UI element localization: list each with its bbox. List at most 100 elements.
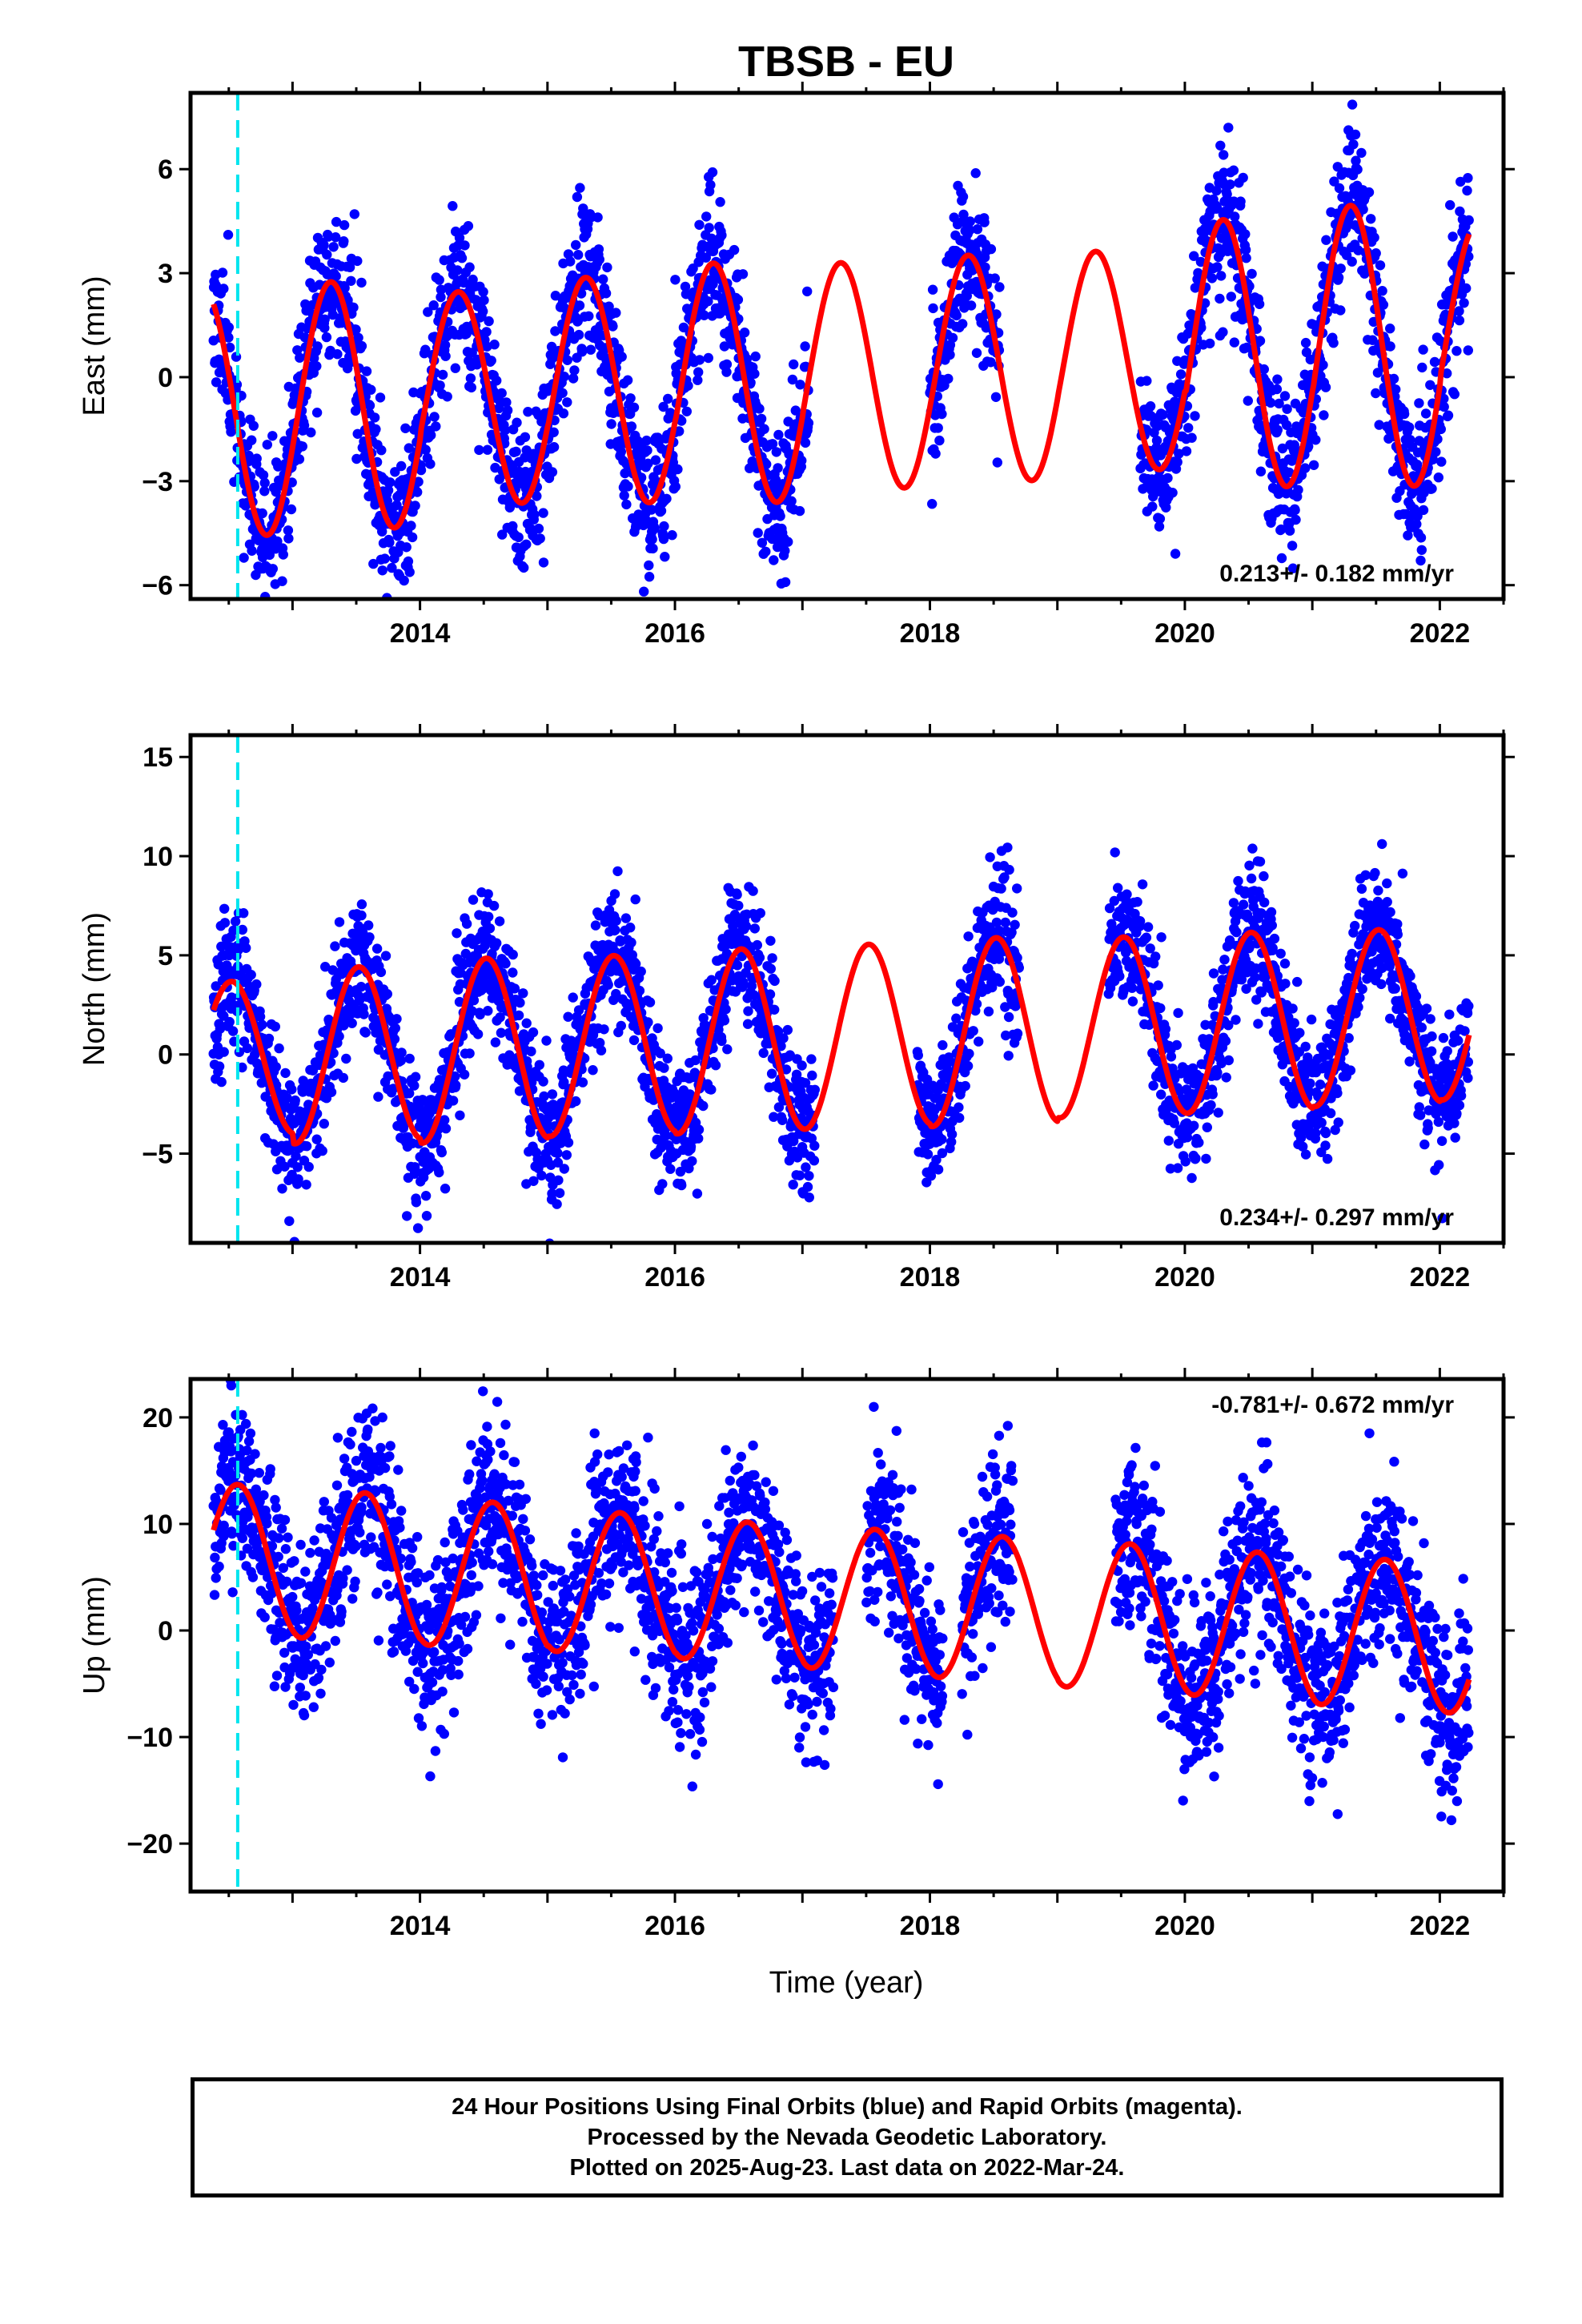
data-point xyxy=(264,549,275,561)
data-point xyxy=(1181,446,1192,456)
data-point xyxy=(677,1180,687,1191)
data-point xyxy=(991,917,1002,928)
data-point xyxy=(219,283,229,294)
data-point xyxy=(259,486,270,497)
data-point xyxy=(752,939,762,951)
data-point xyxy=(508,949,518,960)
data-point xyxy=(437,369,448,380)
data-point xyxy=(255,1011,266,1022)
data-point xyxy=(787,374,798,385)
data-point xyxy=(1163,1136,1174,1146)
data-point xyxy=(983,1006,994,1017)
data-point xyxy=(741,921,752,931)
data-point xyxy=(1145,401,1156,412)
data-point xyxy=(319,239,329,250)
data-point xyxy=(472,1029,484,1039)
data-point xyxy=(1218,964,1228,975)
data-point xyxy=(239,553,249,563)
data-point xyxy=(1318,360,1328,370)
data-point xyxy=(604,301,614,312)
data-point xyxy=(643,458,653,468)
data-point xyxy=(311,361,322,372)
data-point xyxy=(985,852,995,862)
data-point xyxy=(1281,420,1292,430)
data-point xyxy=(1329,176,1339,187)
data-point xyxy=(765,935,776,947)
data-point xyxy=(646,505,656,515)
data-point xyxy=(611,988,621,999)
data-point xyxy=(717,1035,727,1047)
data-point xyxy=(330,941,340,951)
data-point xyxy=(259,477,270,489)
data-point xyxy=(1272,374,1283,384)
data-point xyxy=(1271,384,1283,395)
data-point xyxy=(260,1092,271,1102)
data-point xyxy=(412,487,423,497)
data-point xyxy=(431,421,441,432)
data-point xyxy=(1004,864,1014,875)
data-point xyxy=(675,1166,686,1177)
data-point xyxy=(627,950,637,960)
data-point xyxy=(574,300,585,311)
data-point xyxy=(552,1148,563,1159)
data-point xyxy=(733,295,744,305)
data-point xyxy=(937,1134,947,1145)
data-point xyxy=(1228,165,1239,175)
data-point xyxy=(596,1045,607,1055)
data-point xyxy=(699,310,709,320)
data-point xyxy=(994,282,1005,292)
data-point xyxy=(1127,996,1138,1007)
data-point xyxy=(352,255,363,267)
data-point xyxy=(1265,397,1276,408)
data-point xyxy=(363,920,374,931)
data-point xyxy=(455,1110,465,1121)
data-point xyxy=(481,327,492,337)
data-point xyxy=(1435,424,1447,435)
data-point xyxy=(1247,268,1257,279)
data-point xyxy=(1113,883,1123,893)
data-point xyxy=(1156,1089,1166,1100)
data-point xyxy=(1231,927,1242,938)
data-point xyxy=(489,340,500,350)
data-point xyxy=(958,319,968,329)
data-point xyxy=(258,470,269,480)
data-point xyxy=(352,428,363,439)
data-point xyxy=(946,1129,958,1140)
data-point xyxy=(396,460,407,472)
data-point xyxy=(1189,251,1199,261)
data-point xyxy=(928,303,938,314)
data-point xyxy=(777,1115,788,1126)
data-point xyxy=(442,392,452,402)
data-point xyxy=(1351,155,1361,166)
data-point xyxy=(547,1089,558,1100)
data-point xyxy=(719,1015,730,1026)
data-point xyxy=(1110,847,1120,858)
data-point xyxy=(1003,1051,1014,1061)
data-point xyxy=(1371,248,1381,259)
data-point xyxy=(781,1064,792,1075)
data-point xyxy=(219,1047,229,1057)
data-point xyxy=(283,533,294,544)
data-point xyxy=(223,322,234,332)
data-point xyxy=(986,243,997,255)
data-point xyxy=(1215,293,1225,304)
data-point xyxy=(500,959,511,969)
data-point xyxy=(216,1076,227,1088)
data-point xyxy=(404,1053,415,1064)
data-point xyxy=(1279,391,1291,401)
data-point xyxy=(937,408,947,420)
data-point xyxy=(482,444,493,455)
data-point xyxy=(246,970,256,980)
data-point xyxy=(291,1151,301,1162)
data-point xyxy=(620,913,632,923)
x-tick-label: 2022 xyxy=(1410,618,1471,649)
data-point xyxy=(1172,456,1182,468)
data-point xyxy=(356,340,367,352)
data-point xyxy=(413,476,424,487)
data-point xyxy=(707,167,718,178)
data-point xyxy=(795,380,805,390)
data-point xyxy=(773,1102,785,1112)
data-point xyxy=(1236,975,1247,985)
data-point xyxy=(573,1005,584,1015)
